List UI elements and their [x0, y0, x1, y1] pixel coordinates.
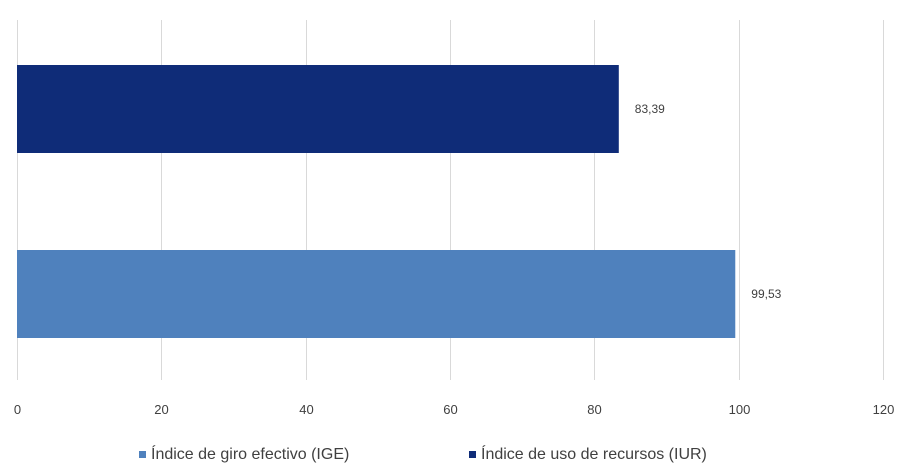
data-label: 99,53	[751, 287, 781, 301]
legend: Índice de giro efectivo (IGE) Índice de u…	[139, 444, 707, 463]
x-tick-label: 100	[729, 402, 751, 417]
legend-swatch	[139, 451, 146, 458]
legend-swatch	[469, 451, 476, 458]
x-tick-label: 120	[873, 402, 895, 417]
bar-iur	[17, 65, 619, 153]
legend-label: Índice de giro efectivo (IGE)	[151, 444, 349, 463]
x-tick-label: 0	[14, 402, 21, 417]
x-tick-label: 80	[587, 402, 601, 417]
bar-ige	[17, 250, 736, 338]
x-tick-label: 40	[299, 402, 313, 417]
data-label: 83,39	[635, 102, 665, 116]
legend-label: Índice de uso de recursos (IUR)	[481, 444, 707, 463]
x-axis-ticks: 0 20 40 60 80 100 120	[14, 402, 894, 417]
x-tick-label: 20	[154, 402, 168, 417]
x-tick-label: 60	[443, 402, 457, 417]
bars: 83,39 99,53	[17, 65, 782, 338]
